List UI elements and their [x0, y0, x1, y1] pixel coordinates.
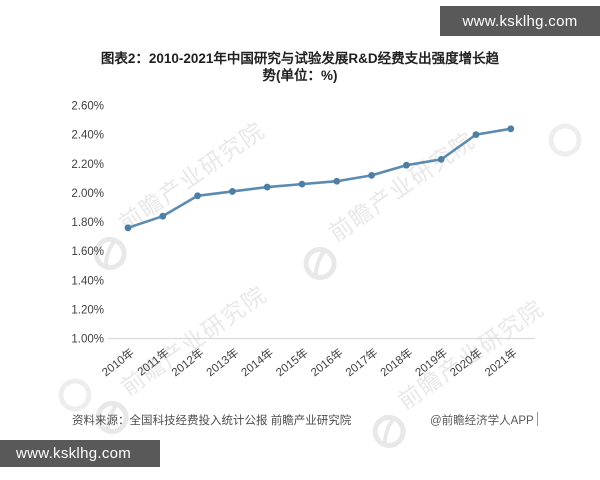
qianzhan-logo-icon: [58, 378, 92, 412]
qianzhan-logo-swoosh-icon: [313, 248, 328, 277]
website-url-text-bottom: www.ksklhg.com: [16, 445, 132, 462]
data-point-marker: [507, 125, 515, 133]
data-point-marker: [159, 212, 167, 220]
y-tick-label: 1.40%: [71, 275, 104, 287]
data-point-marker: [437, 155, 445, 163]
footer-row: 资料来源：全国科技经费投入统计公报 前瞻产业研究院 @前瞻经济学人APP: [0, 412, 600, 428]
chart-title-line1: 图表2：2010-2021年中国研究与试验发展R&D经费支出强度增长趋: [100, 51, 500, 66]
data-point-marker: [229, 188, 236, 195]
chart-title: 图表2：2010-2021年中国研究与试验发展R&D经费支出强度增长趋 势(单位…: [0, 50, 600, 84]
qianzhan-logo-swoosh-icon: [105, 402, 120, 431]
data-point-marker: [263, 183, 271, 191]
watermark-logo-partial: [58, 378, 92, 412]
website-watermark-bar-top: www.ksklhg.com: [440, 6, 600, 36]
chart-title-line2: 势(单位：%): [262, 68, 338, 83]
credit-note: @前瞻经济学人APP: [430, 415, 534, 427]
data-point-marker: [403, 161, 410, 169]
data-point-marker: [124, 224, 132, 232]
x-tick-label: 2015年: [273, 345, 311, 379]
qianzhan-logo-icon: [303, 246, 337, 280]
x-tick-label: 2016年: [308, 345, 346, 379]
watermark-group: 前瞻产业研究院: [93, 117, 270, 270]
website-url-text-top: www.ksklhg.com: [462, 12, 578, 30]
y-tick-label: 2.20%: [71, 159, 104, 171]
source-note: 资料来源：全国科技经费投入统计公报 前瞻产业研究院: [72, 415, 352, 427]
y-tick-label: 1.20%: [71, 304, 104, 316]
rd-trend-line: [126, 127, 513, 230]
credit-divider: [537, 412, 538, 426]
y-tick-label: 2.00%: [71, 188, 104, 200]
data-point-marker: [194, 192, 202, 200]
website-watermark-bar-bottom: www.ksklhg.com: [0, 440, 160, 467]
x-tick-label: 2017年: [343, 345, 381, 379]
x-tick-label: 2014年: [238, 345, 276, 379]
y-tick-label: 1.80%: [71, 217, 104, 229]
qianzhan-logo-icon: [548, 123, 582, 157]
watermark-logo-partial: [548, 123, 582, 157]
data-point-marker: [472, 131, 480, 139]
watermark-text: 前瞻产业研究院: [116, 281, 271, 401]
qianzhan-logo-icon: [372, 414, 406, 448]
x-tick-label: 2013年: [203, 345, 241, 379]
watermark-text: 前瞻产业研究院: [114, 117, 269, 237]
data-point-marker: [333, 177, 341, 185]
data-point-marker: [368, 172, 375, 179]
data-point-marker: [298, 180, 306, 188]
qianzhan-logo-swoosh-icon: [382, 416, 397, 445]
y-tick-label: 2.40%: [71, 130, 104, 142]
y-tick-label: 1.60%: [71, 246, 104, 258]
qianzhan-logo-icon: [93, 236, 127, 270]
watermark-text: 前瞻产业研究院: [324, 127, 479, 247]
y-tick-label: 1.00%: [71, 334, 104, 346]
qianzhan-logo-icon: [95, 400, 129, 434]
qianzhan-logo-swoosh-icon: [103, 238, 118, 267]
y-tick-label: 2.60%: [71, 101, 104, 113]
watermark-group: 前瞻产业研究院: [303, 127, 480, 280]
x-tick-label: 2018年: [377, 345, 415, 379]
